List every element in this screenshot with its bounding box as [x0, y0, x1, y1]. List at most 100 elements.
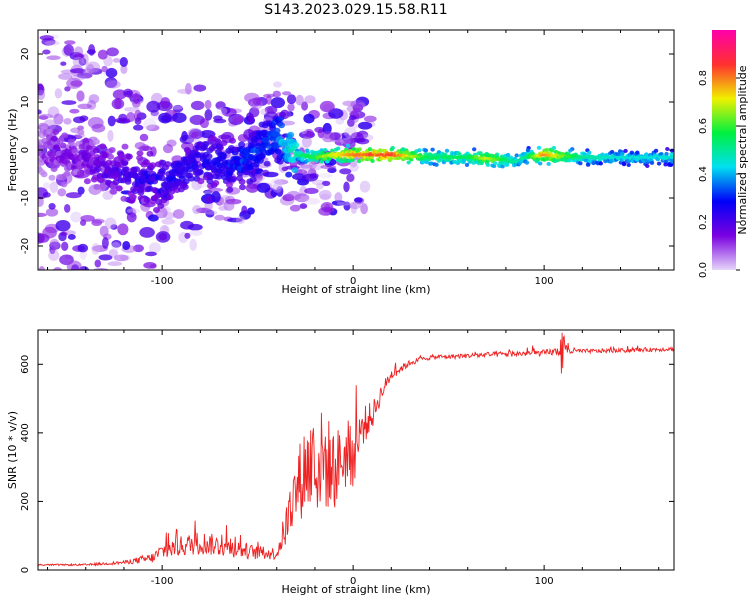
- heatmap-cell: [524, 160, 530, 165]
- heatmap-cell: [262, 171, 279, 178]
- heatmap-cell: [146, 124, 160, 132]
- heatmap-cell: [77, 186, 85, 195]
- heatmap-cell: [164, 161, 172, 168]
- heatmap-cell: [246, 164, 254, 171]
- heatmap-cell: [609, 149, 615, 154]
- heatmap-cell: [330, 148, 335, 153]
- heatmap-cell: [336, 201, 352, 206]
- heatmap-cell: [346, 173, 355, 183]
- heatmap-cell: [44, 40, 60, 46]
- heatmap-cell: [187, 175, 195, 182]
- heatmap-cell: [204, 210, 218, 215]
- heatmap-cell: [123, 88, 133, 98]
- heatmap-cell: [314, 126, 325, 133]
- heatmap-cell: [173, 209, 185, 219]
- heatmap-cell: [77, 129, 85, 136]
- heatmap-cell: [231, 115, 246, 122]
- heatmap-cell: [252, 97, 262, 106]
- heatmap-cell: [147, 214, 159, 222]
- heatmap-cell: [309, 173, 319, 179]
- heatmap-cell: [215, 173, 223, 180]
- heatmap-cell: [126, 112, 136, 123]
- heatmap-cell: [505, 152, 511, 157]
- heatmap-cell: [623, 148, 628, 153]
- heatmap-cell: [133, 124, 144, 131]
- heatmap-cell: [93, 267, 109, 270]
- heatmap-cell: [77, 125, 84, 131]
- heatmap-cell: [276, 158, 284, 165]
- heatmap-cell: [199, 118, 209, 129]
- heatmap-cell: [204, 99, 212, 110]
- heatmap-cell: [260, 108, 268, 116]
- heatmap-cell: [635, 150, 640, 155]
- heatmap-cell: [63, 44, 74, 56]
- heatmap-cell: [42, 182, 51, 189]
- heatmap-cell: [192, 205, 202, 214]
- heatmap-cell: [264, 105, 278, 114]
- heatmap-cell: [158, 112, 173, 124]
- heatmap-cell: [241, 205, 248, 215]
- heatmap-cell: [196, 169, 204, 175]
- heatmap-cell: [318, 172, 333, 179]
- heatmap-cell: [346, 138, 355, 144]
- heatmap-cell: [143, 262, 157, 269]
- heatmap-cell: [247, 113, 255, 125]
- spectrogram-xtick-label: 100: [535, 276, 554, 287]
- heatmap-cell: [115, 185, 123, 192]
- heatmap-cell: [149, 162, 157, 169]
- heatmap-cell: [656, 161, 662, 166]
- heatmap-cell: [270, 97, 286, 109]
- heatmap-cell: [92, 147, 100, 154]
- heatmap-cell: [63, 170, 71, 177]
- heatmap-cell: [125, 153, 133, 160]
- heatmap-cell: [322, 104, 334, 112]
- heatmap-cell: [653, 148, 659, 153]
- heatmap-cell: [86, 49, 96, 55]
- heatmap-cell: [320, 164, 337, 170]
- heatmap-cell: [67, 233, 76, 240]
- heatmap-cell: [273, 81, 282, 88]
- heatmap-cell: [270, 178, 283, 190]
- heatmap-cell: [119, 56, 128, 68]
- heatmap-cell: [66, 77, 82, 89]
- heatmap-cell: [61, 132, 69, 139]
- heatmap-cell: [205, 153, 213, 160]
- heatmap-cell: [239, 184, 246, 191]
- heatmap-cell: [649, 160, 655, 165]
- colorbar-tick-label: 0.8: [698, 70, 709, 86]
- heatmap-cell: [320, 201, 334, 213]
- heatmap-cell: [434, 162, 439, 167]
- heatmap-cell: [578, 161, 583, 166]
- heatmap-cell: [48, 151, 56, 158]
- heatmap-cell: [113, 171, 121, 177]
- heatmap-cell: [116, 118, 131, 124]
- heatmap-cell: [38, 144, 45, 151]
- heatmap-cell: [229, 137, 236, 144]
- snr-series-line: [38, 332, 674, 567]
- heatmap-cell: [207, 173, 215, 180]
- heatmap-cell: [245, 183, 259, 193]
- heatmap-cell: [583, 158, 588, 163]
- heatmap-cell: [64, 86, 71, 92]
- heatmap-cell: [270, 189, 278, 198]
- heatmap-cell: [249, 176, 257, 183]
- heatmap-cell: [120, 64, 128, 75]
- heatmap-cell: [61, 100, 77, 106]
- heatmap-cell: [318, 189, 332, 200]
- heatmap-cell: [72, 56, 85, 68]
- heatmap-cell: [357, 147, 362, 152]
- heatmap-cell: [262, 136, 269, 143]
- heatmap-cell: [55, 219, 71, 232]
- heatmap-cell: [278, 122, 285, 129]
- heatmap-cell: [120, 195, 128, 202]
- heatmap-cell: [430, 147, 435, 152]
- heatmap-cell: [211, 191, 221, 203]
- heatmap-cell: [204, 109, 213, 121]
- heatmap-cell: [168, 188, 176, 195]
- heatmap-cell: [254, 168, 262, 175]
- heatmap-cell: [265, 94, 272, 105]
- heatmap-cell: [538, 161, 543, 166]
- heatmap-cell: [493, 161, 498, 166]
- heatmap-cell: [98, 177, 105, 184]
- heatmap-cell: [129, 193, 137, 200]
